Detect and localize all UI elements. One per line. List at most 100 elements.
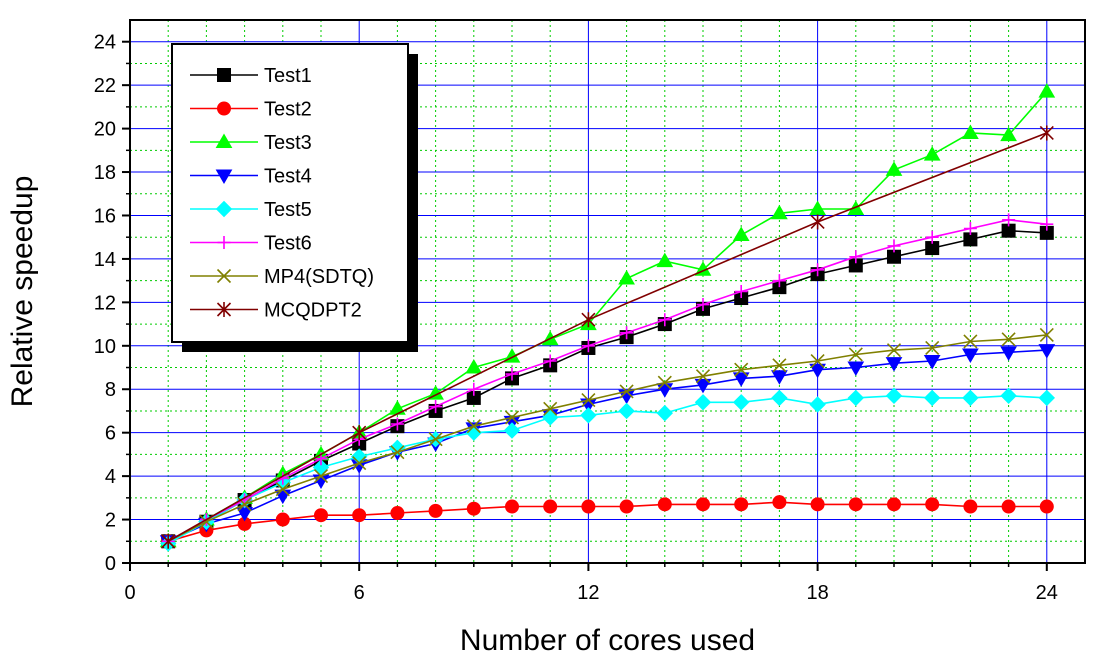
data-point xyxy=(541,409,559,426)
data-point xyxy=(732,394,750,411)
data-point xyxy=(619,499,634,514)
y-tick-label: 0 xyxy=(105,553,116,575)
data-point xyxy=(275,512,290,527)
data-point xyxy=(1001,499,1016,514)
series-line xyxy=(167,349,1047,543)
x-tick-label: 12 xyxy=(577,582,599,604)
y-tick-label: 18 xyxy=(94,162,116,184)
legend-marker xyxy=(217,68,231,82)
data-point xyxy=(809,200,826,215)
data-point xyxy=(887,497,901,512)
data-point xyxy=(962,124,979,139)
data-point xyxy=(1038,344,1056,359)
data-point xyxy=(543,401,558,416)
data-point xyxy=(352,425,367,441)
data-point xyxy=(695,369,711,384)
data-point xyxy=(925,340,940,356)
data-point xyxy=(810,353,825,369)
data-point xyxy=(963,222,977,236)
data-point xyxy=(657,375,672,390)
data-point xyxy=(389,400,406,415)
data-point xyxy=(581,312,596,328)
data-point xyxy=(352,456,367,471)
series-line xyxy=(167,501,1047,543)
legend-marker xyxy=(217,236,231,249)
legend-label: Test6 xyxy=(264,233,312,255)
data-point xyxy=(923,355,941,370)
legend-marker xyxy=(216,268,232,284)
data-point xyxy=(923,389,941,407)
legend-marker xyxy=(215,169,233,185)
data-point xyxy=(885,357,903,372)
legend-box xyxy=(171,43,409,343)
data-point xyxy=(275,482,290,497)
data-point xyxy=(925,230,939,244)
data-point xyxy=(696,497,710,512)
data-point xyxy=(696,298,710,312)
data-point xyxy=(581,393,596,408)
data-point xyxy=(619,384,634,399)
data-point xyxy=(963,499,978,514)
data-point xyxy=(428,503,443,518)
legend-label: Test1 xyxy=(264,65,312,87)
data-point xyxy=(390,506,405,521)
series-Test2 xyxy=(161,495,1054,549)
data-point xyxy=(811,263,825,277)
data-point xyxy=(1002,213,1016,227)
data-point xyxy=(543,354,557,368)
data-point xyxy=(1040,217,1054,231)
data-point xyxy=(1038,389,1056,407)
y-tick-label: 4 xyxy=(105,466,116,488)
data-point xyxy=(504,410,520,425)
y-tick-label: 20 xyxy=(94,119,116,141)
series-MCQDPT2 xyxy=(161,125,1054,549)
data-point xyxy=(352,508,367,523)
data-point xyxy=(1039,125,1054,141)
data-point xyxy=(809,363,826,379)
data-point xyxy=(887,239,901,253)
legend-item: Test4 xyxy=(190,166,312,188)
data-point xyxy=(732,372,750,387)
y-tick-label: 14 xyxy=(94,249,116,271)
data-point xyxy=(581,499,596,514)
data-point xyxy=(772,274,786,288)
legend-label: Test2 xyxy=(264,99,312,121)
data-point xyxy=(658,313,672,327)
data-point xyxy=(925,497,940,512)
data-point xyxy=(771,370,788,385)
legend-item: Test1 xyxy=(190,65,312,87)
legend-marker xyxy=(215,200,233,218)
data-point xyxy=(656,252,674,268)
y-tick-label: 2 xyxy=(105,510,116,532)
data-point xyxy=(848,497,863,512)
y-tick-label: 6 xyxy=(105,423,116,445)
data-point xyxy=(694,394,712,411)
data-point xyxy=(656,404,674,422)
data-point xyxy=(505,367,519,381)
y-tick-label: 8 xyxy=(105,379,116,401)
data-point xyxy=(1039,327,1054,343)
data-point xyxy=(314,508,328,523)
data-point xyxy=(963,334,978,349)
legend-label: MCQDPT2 xyxy=(264,300,362,322)
data-point xyxy=(1000,346,1017,361)
data-point xyxy=(809,396,826,413)
data-point xyxy=(312,459,330,476)
data-point xyxy=(429,400,443,414)
y-tick-label: 22 xyxy=(94,75,116,97)
data-point xyxy=(161,533,176,549)
y-tick-label: 12 xyxy=(94,292,116,314)
data-point xyxy=(734,362,749,377)
data-point xyxy=(505,499,519,514)
x-tick-label: 0 xyxy=(124,582,135,604)
data-point xyxy=(390,417,404,431)
y-tick-label: 16 xyxy=(94,205,116,227)
data-point xyxy=(1038,83,1056,98)
data-point xyxy=(694,378,712,394)
data-point xyxy=(618,402,635,420)
legend-label: MP4(SDTQ) xyxy=(264,266,374,288)
data-point xyxy=(849,250,863,264)
data-point xyxy=(847,361,865,377)
y-tick-label: 10 xyxy=(94,336,116,358)
